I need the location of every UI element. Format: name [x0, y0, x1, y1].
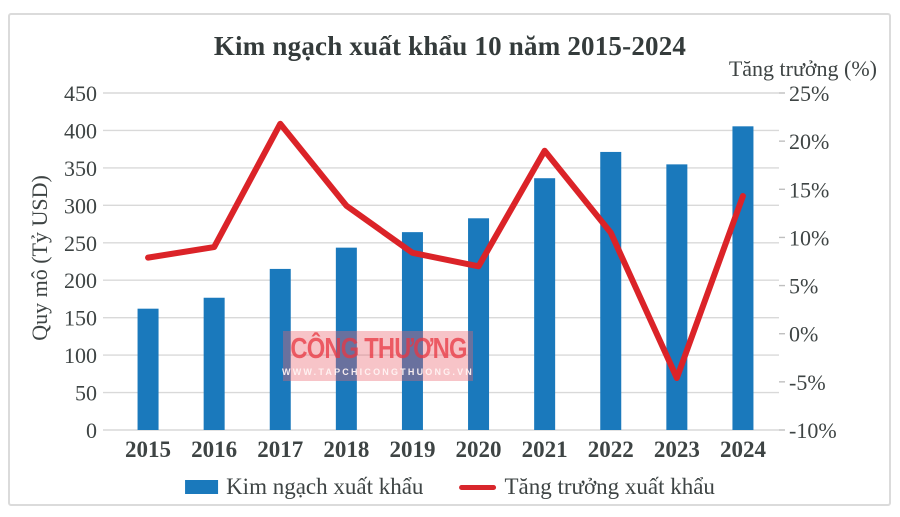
x-axis-label-2022: 2022	[588, 437, 634, 462]
bar-2015	[137, 308, 159, 430]
x-axis-label-2019: 2019	[389, 437, 435, 462]
right-axis-tick-label: 10%	[789, 225, 829, 250]
x-axis-label-2023: 2023	[654, 437, 700, 462]
growth-line	[145, 120, 746, 382]
legend-item-bar-series: Kim ngạch xuất khẩu	[185, 474, 423, 500]
bar-2018	[335, 247, 357, 430]
watermark-logo-text: CÔNG THƯƠNG	[289, 333, 467, 365]
bar-2022	[600, 151, 622, 430]
right-axis-tick-label: -10%	[789, 418, 837, 443]
bar-2020	[468, 218, 490, 430]
left-axis-tick-label: 50	[75, 381, 97, 406]
x-axis-label-2020: 2020	[456, 437, 502, 462]
left-axis-tick-label: 200	[64, 268, 97, 293]
legend-item-line-series: Tăng trưởng xuất khẩu	[459, 474, 715, 500]
right-axis-tick-label: 25%	[789, 81, 829, 106]
x-axis-label-2021: 2021	[522, 437, 568, 462]
left-axis-tick-label: 150	[64, 306, 97, 331]
right-axis-tick-label: -5%	[789, 370, 826, 395]
right-axis-tick-label: 0%	[789, 322, 818, 347]
legend-label-bar-series: Kim ngạch xuất khẩu	[226, 474, 424, 499]
bar-2021	[534, 178, 556, 430]
watermark-url-text: WWW.TAPCHICONGTHUONG.VN	[282, 367, 474, 377]
chart-title: Kim ngạch xuất khẩu 10 năm 2015-2024	[213, 31, 687, 61]
left-axis-tick-label: 0	[86, 418, 97, 443]
right-axis-tick-label: 5%	[789, 274, 818, 299]
left-axis-tick-label: 250	[64, 231, 97, 256]
bar-2024	[732, 126, 754, 430]
x-axis-label-2018: 2018	[323, 437, 369, 462]
right-axis-tick-label: 20%	[789, 129, 829, 154]
x-axis-label-2024: 2024	[720, 437, 767, 462]
x-axis-label-2016: 2016	[191, 437, 237, 462]
bar-2016	[203, 297, 225, 430]
right-axis-title: Tăng trưởng (%)	[728, 56, 877, 81]
x-axis-label-2015: 2015	[125, 437, 171, 462]
bar-2023	[666, 164, 688, 430]
watermark: CÔNG THƯƠNG WWW.TAPCHICONGTHUONG.VN	[282, 331, 474, 381]
bar-series-swatch-icon	[185, 480, 219, 494]
left-axis-tick-label: 100	[64, 343, 97, 368]
x-axis-label-2017: 2017	[257, 437, 303, 462]
right-axis-tick-label: 15%	[789, 177, 829, 202]
left-axis-tick-label: 450	[64, 81, 97, 106]
left-axis-tick-label: 350	[64, 156, 97, 181]
bar-2019	[401, 232, 423, 430]
legend-label-line-series: Tăng trưởng xuất khẩu	[504, 474, 715, 499]
bar-2017	[269, 268, 291, 430]
left-axis-tick-label: 400	[64, 118, 97, 143]
legend: Kim ngạch xuất khẩu Tăng trưởng xuất khẩ…	[185, 474, 715, 500]
line-series-swatch-icon	[459, 484, 497, 490]
left-axis-tick-label: 300	[64, 193, 97, 218]
